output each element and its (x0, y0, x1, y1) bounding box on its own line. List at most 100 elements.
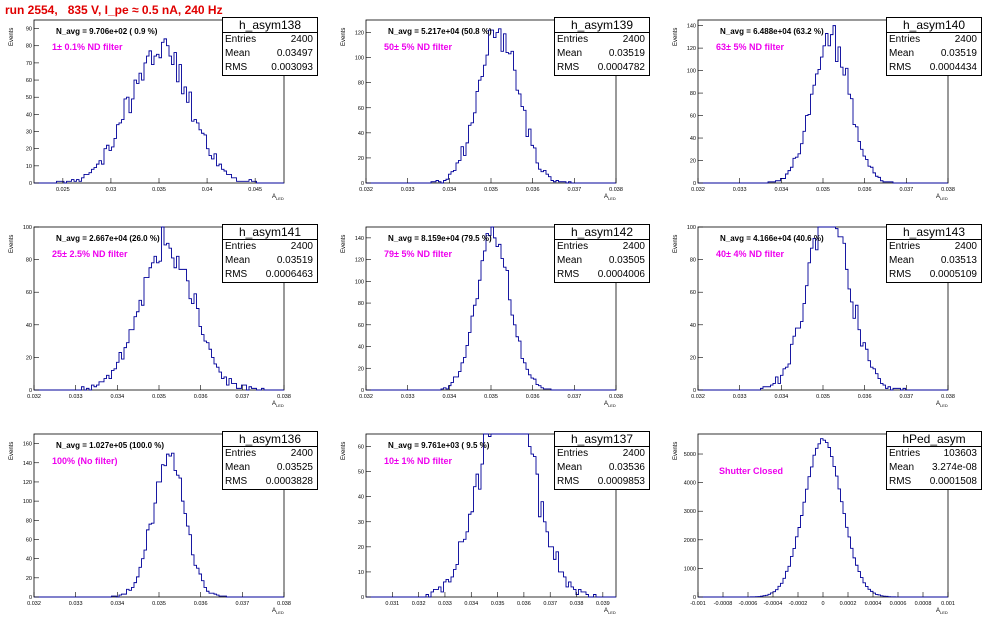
stat-row-entries: Entries 2400 (223, 33, 317, 47)
y-tick-label: 20 (690, 355, 696, 361)
histogram-line (366, 226, 616, 391)
x-tick-label: 0.035 (816, 187, 830, 193)
stat-box: h_asym139 Entries 2400 Mean 0.03519 RMS 0.0004… (554, 17, 650, 76)
y-tick-label: 80 (26, 258, 32, 264)
x-axis-label-subscript: LED (276, 403, 284, 409)
histogram-panel-h_asym138: 0.025 0.03 0.035 0.04 0.045 0 10 20 30 40 50 60 70 80… (0, 0, 332, 207)
stat-label-mean: Mean (557, 48, 583, 59)
y-tick-label: 140 (355, 236, 364, 242)
navg-label: N_avg = 2.667e+04 (26.0 %) (56, 234, 160, 243)
y-axis-label: Events (9, 234, 15, 253)
stat-value-mean: 0.03536 (608, 462, 645, 473)
stat-box: h_asym136 Entries 2400 Mean 0.03525 RMS 0.0003… (222, 431, 318, 490)
y-tick-label: 100 (687, 225, 696, 231)
histogram-panel-h_asym139: 0.032 0.033 0.034 0.035 0.036 0.037 0.038 0 20 40… (332, 0, 664, 207)
x-tick-label: 0.0006 (890, 601, 907, 607)
stat-label-entries: Entries (557, 241, 589, 252)
x-tick-label: 0.0004 (865, 601, 882, 607)
stat-value-entries: 103603 (943, 448, 977, 459)
stat-label-rms: RMS (557, 62, 580, 73)
stat-value-mean: 0.03519 (276, 255, 313, 266)
y-tick-label: 120 (23, 480, 32, 486)
x-axis-label-subscript: LED (608, 403, 616, 409)
x-axis-label-subscript: LED (276, 196, 284, 202)
stat-value-entries: 2400 (622, 241, 645, 252)
filter-label: 79± 5% ND filter (384, 249, 452, 259)
y-axis-label: Events (341, 234, 347, 253)
x-tick-label: -0.0008 (714, 601, 733, 607)
x-tick-label: 0.037 (543, 601, 557, 607)
y-tick-label: 50 (26, 95, 32, 101)
y-tick-label: 10 (358, 570, 364, 576)
navg-label: N_avg = 6.488e+04 (63.2 %) (720, 27, 824, 36)
x-tick-label: 0.037 (235, 601, 249, 607)
stat-row-mean: Mean 3.274e-08 (887, 461, 981, 475)
y-tick-label: 0 (693, 595, 696, 601)
stat-box: hPed_asym Entries 103603 Mean 3.274e-08 RMS 0.… (886, 431, 982, 490)
x-tick-label: -0.0004 (764, 601, 783, 607)
y-tick-label: 160 (23, 442, 32, 448)
stat-value-mean: 0.03505 (608, 255, 645, 266)
y-tick-label: 40 (690, 323, 696, 329)
y-tick-label: 10 (26, 164, 32, 170)
x-tick-label: 0.033 (401, 187, 415, 193)
stat-row-entries: Entries 2400 (223, 447, 317, 461)
y-tick-label: 20 (26, 576, 32, 582)
y-axis-label: Events (673, 234, 679, 253)
histogram-line (366, 433, 616, 598)
x-tick-label: 0.033 (438, 601, 452, 607)
stat-box-title: h_asym141 (223, 225, 317, 240)
stat-box-title: h_asym136 (223, 432, 317, 447)
x-tick-label: 0.035 (152, 187, 166, 193)
y-tick-label: 40 (358, 345, 364, 351)
y-tick-label: 0 (361, 181, 364, 187)
navg-label: N_avg = 8.159e+04 (79.5 %) (388, 234, 492, 243)
x-axis-label: ALED (604, 401, 616, 409)
histogram-plot: 0.025 0.03 0.035 0.04 0.045 0 10 20 30 40 50 60 70 80… (26, 19, 285, 193)
filter-label: 100% (No filter) (52, 456, 118, 466)
navg-label: N_avg = 5.217e+04 (50.8 %) (388, 27, 492, 36)
y-tick-label: 120 (687, 46, 696, 52)
stat-value-rms: 0.0004434 (929, 62, 977, 73)
x-tick-label: 0.032 (27, 394, 41, 400)
stat-row-mean: Mean 0.03505 (555, 254, 649, 268)
x-tick-label: 0.039 (596, 601, 610, 607)
y-tick-label: 120 (355, 31, 364, 37)
stat-box: h_asym141 Entries 2400 Mean 0.03519 RMS 0.0006… (222, 224, 318, 283)
x-tick-label: 0.037 (899, 394, 913, 400)
histogram-plot: 0.032 0.033 0.034 0.035 0.036 0.037 0.038 0 20 40… (355, 19, 623, 193)
histogram-plot: 0.032 0.033 0.034 0.035 0.036 0.037 0.038 0 20 40… (355, 226, 623, 400)
x-tick-label: 0.034 (110, 601, 124, 607)
stat-row-entries: Entries 2400 (223, 240, 317, 254)
y-axis-label: Events (341, 441, 347, 460)
stat-value-rms: 0.0006463 (265, 269, 313, 280)
stat-row-mean: Mean 0.03497 (223, 47, 317, 61)
x-tick-label: 0.037 (567, 187, 581, 193)
x-tick-label: 0.034 (774, 187, 788, 193)
x-axis-label: ALED (936, 401, 948, 409)
x-tick-label: 0.038 (277, 601, 291, 607)
stat-row-rms: RMS 0.0004782 (555, 61, 649, 75)
stat-value-rms: 0.0009853 (597, 476, 645, 487)
x-tick-label: 0.033 (69, 394, 83, 400)
stat-label-entries: Entries (557, 34, 589, 45)
stat-label-rms: RMS (889, 476, 912, 487)
x-tick-label: 0.032 (691, 187, 705, 193)
x-tick-label: 0.033 (733, 187, 747, 193)
stat-box: h_asym137 Entries 2400 Mean 0.03536 RMS 0.0009… (554, 431, 650, 490)
y-tick-label: 20 (358, 156, 364, 162)
y-tick-label: 120 (355, 258, 364, 264)
histogram-plot: 0.032 0.033 0.034 0.035 0.036 0.037 0.038 0 20 40… (23, 433, 291, 607)
stat-row-entries: Entries 2400 (555, 240, 649, 254)
y-tick-label: 50 (358, 470, 364, 476)
y-tick-label: 40 (358, 131, 364, 137)
x-tick-label: 0.032 (27, 601, 41, 607)
x-axis-label-subscript: LED (276, 610, 284, 616)
stat-value-mean: 0.03497 (276, 48, 313, 59)
stat-label-rms: RMS (225, 476, 248, 487)
x-tick-label: 0.032 (691, 394, 705, 400)
y-tick-label: 60 (358, 323, 364, 329)
x-tick-label: 0.0008 (915, 601, 932, 607)
navg-label: N_avg = 9.761e+03 ( 9.5 %) (388, 441, 490, 450)
x-tick-label: 0.033 (733, 394, 747, 400)
